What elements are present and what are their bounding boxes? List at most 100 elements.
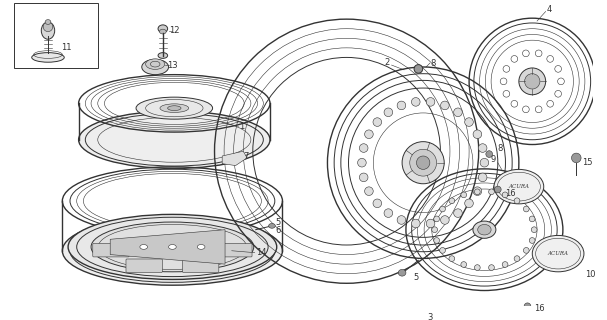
Text: 1: 1 bbox=[239, 122, 245, 131]
Ellipse shape bbox=[494, 169, 544, 204]
Ellipse shape bbox=[91, 222, 254, 272]
Circle shape bbox=[523, 206, 529, 212]
Circle shape bbox=[547, 100, 554, 107]
Text: 16: 16 bbox=[534, 304, 545, 313]
Polygon shape bbox=[110, 230, 225, 264]
Ellipse shape bbox=[45, 20, 51, 24]
Circle shape bbox=[426, 219, 435, 228]
Circle shape bbox=[572, 153, 581, 163]
Circle shape bbox=[359, 144, 368, 152]
Circle shape bbox=[397, 216, 405, 224]
Circle shape bbox=[461, 262, 467, 268]
Circle shape bbox=[434, 238, 439, 243]
Circle shape bbox=[416, 156, 430, 169]
Ellipse shape bbox=[414, 65, 422, 73]
Bar bbox=[15, 3, 98, 68]
Circle shape bbox=[365, 130, 373, 139]
Circle shape bbox=[449, 198, 455, 204]
Circle shape bbox=[535, 50, 542, 57]
Circle shape bbox=[480, 158, 489, 167]
Ellipse shape bbox=[169, 244, 176, 249]
Circle shape bbox=[384, 108, 393, 116]
Ellipse shape bbox=[160, 29, 166, 34]
Circle shape bbox=[402, 142, 444, 184]
Text: 9: 9 bbox=[490, 155, 495, 164]
Text: 10: 10 bbox=[585, 270, 595, 279]
FancyBboxPatch shape bbox=[93, 244, 129, 257]
Circle shape bbox=[397, 101, 405, 110]
Circle shape bbox=[529, 238, 535, 243]
Ellipse shape bbox=[524, 303, 531, 310]
Circle shape bbox=[547, 56, 554, 62]
Circle shape bbox=[449, 256, 455, 261]
Ellipse shape bbox=[146, 59, 164, 69]
Circle shape bbox=[434, 216, 439, 222]
Ellipse shape bbox=[160, 104, 189, 112]
Circle shape bbox=[373, 118, 382, 126]
Text: 4: 4 bbox=[547, 5, 552, 14]
Circle shape bbox=[432, 227, 438, 233]
Ellipse shape bbox=[41, 22, 55, 39]
Circle shape bbox=[531, 227, 537, 233]
Circle shape bbox=[555, 66, 561, 72]
Circle shape bbox=[500, 78, 507, 85]
Ellipse shape bbox=[495, 186, 501, 193]
Ellipse shape bbox=[268, 223, 276, 228]
Circle shape bbox=[359, 173, 368, 182]
Circle shape bbox=[412, 219, 420, 228]
Ellipse shape bbox=[168, 106, 181, 110]
Ellipse shape bbox=[79, 111, 270, 168]
Circle shape bbox=[558, 78, 565, 85]
Circle shape bbox=[441, 216, 449, 224]
Ellipse shape bbox=[473, 221, 496, 238]
Circle shape bbox=[503, 91, 510, 97]
Text: 6: 6 bbox=[276, 226, 281, 235]
Circle shape bbox=[514, 256, 520, 261]
Circle shape bbox=[473, 130, 482, 139]
Circle shape bbox=[453, 209, 463, 217]
Circle shape bbox=[478, 144, 487, 152]
Ellipse shape bbox=[142, 59, 169, 75]
Circle shape bbox=[524, 74, 540, 89]
Ellipse shape bbox=[43, 22, 53, 32]
Circle shape bbox=[465, 118, 473, 126]
Ellipse shape bbox=[140, 244, 148, 249]
Text: 2: 2 bbox=[385, 58, 390, 67]
Ellipse shape bbox=[158, 25, 168, 33]
Ellipse shape bbox=[158, 52, 168, 58]
FancyBboxPatch shape bbox=[183, 259, 219, 272]
Circle shape bbox=[461, 192, 467, 198]
Circle shape bbox=[384, 209, 393, 217]
Circle shape bbox=[453, 108, 463, 116]
Circle shape bbox=[555, 91, 561, 97]
Circle shape bbox=[365, 187, 373, 196]
Ellipse shape bbox=[197, 244, 205, 249]
Circle shape bbox=[529, 216, 535, 222]
Ellipse shape bbox=[398, 269, 406, 276]
Circle shape bbox=[373, 199, 382, 208]
Ellipse shape bbox=[478, 224, 491, 235]
Ellipse shape bbox=[136, 97, 212, 119]
Ellipse shape bbox=[63, 216, 282, 285]
Circle shape bbox=[412, 98, 420, 106]
Circle shape bbox=[523, 50, 529, 57]
Circle shape bbox=[511, 100, 518, 107]
Circle shape bbox=[441, 101, 449, 110]
Text: 8: 8 bbox=[431, 59, 436, 68]
Circle shape bbox=[489, 189, 494, 195]
Text: 8: 8 bbox=[498, 144, 503, 153]
Ellipse shape bbox=[68, 214, 277, 279]
Text: ACURA: ACURA bbox=[509, 184, 529, 189]
Text: 12: 12 bbox=[169, 26, 180, 35]
Circle shape bbox=[523, 248, 529, 253]
Circle shape bbox=[426, 98, 435, 106]
Text: 5: 5 bbox=[413, 273, 419, 282]
Ellipse shape bbox=[32, 52, 64, 62]
Ellipse shape bbox=[486, 151, 492, 157]
Circle shape bbox=[410, 149, 436, 176]
Circle shape bbox=[489, 265, 494, 270]
Circle shape bbox=[465, 199, 473, 208]
Circle shape bbox=[523, 106, 529, 113]
Circle shape bbox=[535, 106, 542, 113]
Text: 3: 3 bbox=[427, 313, 432, 320]
